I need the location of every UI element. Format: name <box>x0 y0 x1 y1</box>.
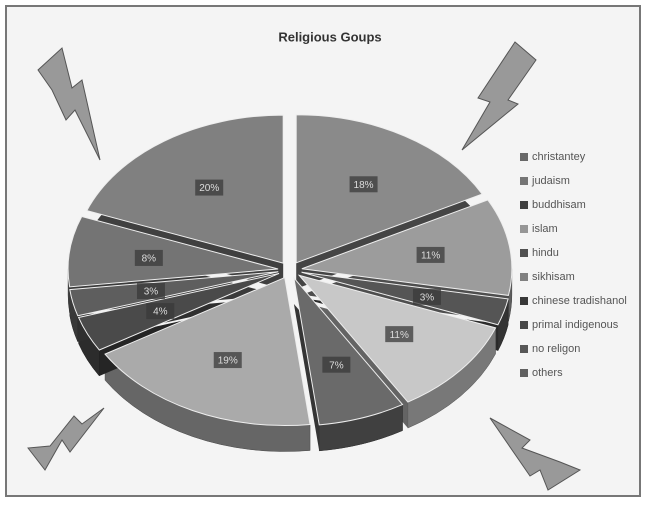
legend-label: chinese tradishanol <box>532 295 627 307</box>
data-label-box <box>136 283 165 300</box>
legend-swatch <box>520 273 528 281</box>
slice <box>301 271 509 326</box>
data-label-box <box>134 249 163 266</box>
legend-label: primal indigenous <box>532 319 619 331</box>
bolt <box>489 417 582 491</box>
slice <box>301 199 513 296</box>
slice <box>295 114 483 264</box>
data-label: 8% <box>142 254 157 265</box>
legend-swatch <box>520 369 528 377</box>
legend-swatch <box>520 321 528 329</box>
data-label: 11% <box>390 330 409 341</box>
slice <box>293 276 404 426</box>
data-label: 18% <box>354 180 374 191</box>
legend-label: others <box>532 367 563 379</box>
data-label-box <box>213 352 242 369</box>
bolt <box>27 407 105 471</box>
data-label-box <box>322 356 351 373</box>
data-label: 19% <box>218 356 238 367</box>
bolt <box>461 41 537 151</box>
data-label: 4% <box>153 307 168 318</box>
legend-swatch <box>520 249 528 257</box>
slice <box>86 114 284 264</box>
legend-label: no religon <box>532 343 580 355</box>
legend-label: hindu <box>532 247 559 259</box>
legend-label: judaism <box>531 175 570 187</box>
data-label: 11% <box>421 251 440 262</box>
data-label: 3% <box>144 287 159 298</box>
data-label-box <box>349 176 378 193</box>
slice <box>67 215 279 288</box>
legend-label: islam <box>532 223 558 235</box>
chart-title: Religious Goups <box>278 29 381 44</box>
data-label-box <box>385 326 414 343</box>
legend-swatch <box>520 153 528 161</box>
slice <box>104 276 311 427</box>
slice <box>77 272 280 351</box>
legend-swatch <box>520 225 528 233</box>
legend-swatch <box>520 345 528 353</box>
data-label: 20% <box>199 183 219 194</box>
data-label-box <box>412 288 441 305</box>
bolt <box>37 47 101 161</box>
data-label-box <box>195 179 224 196</box>
slice <box>69 271 279 317</box>
data-label: 3% <box>420 293 435 304</box>
legend-swatch <box>520 177 528 185</box>
legend: christantey judaism buddhisam islam hindu sik… <box>520 151 627 379</box>
legend-label: christantey <box>532 151 586 163</box>
legend-swatch <box>520 297 528 305</box>
legend-label: sikhisam <box>532 271 575 283</box>
data-label-box <box>416 246 445 263</box>
decoration <box>27 41 582 491</box>
data-label-box <box>146 303 175 320</box>
pie: 18% 11% 3% 11% 7% 19% 4% 3% 8% 20% <box>67 114 513 452</box>
data-label: 7% <box>329 360 344 371</box>
legend-label: buddhisam <box>532 199 586 211</box>
legend-swatch <box>520 201 528 209</box>
